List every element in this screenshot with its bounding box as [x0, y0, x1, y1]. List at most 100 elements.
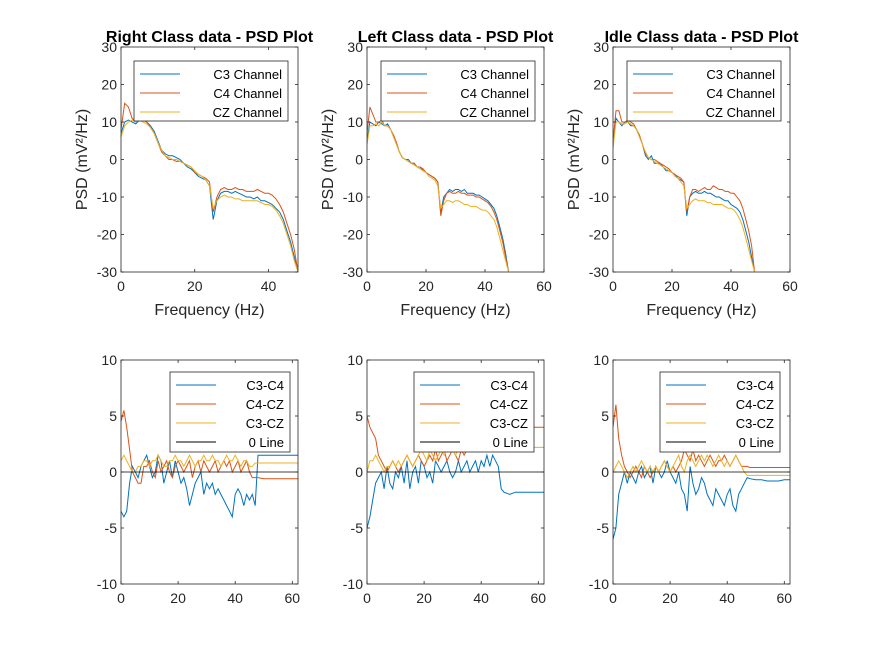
legend-entry: C4-CZ [736, 397, 774, 412]
legend-entry: 0 Line [739, 435, 774, 450]
y-tick-label: 10 [101, 352, 117, 368]
legend-entry: C3-CZ [736, 416, 774, 431]
y-tick-label: 10 [593, 352, 609, 368]
y-tick-label: 30 [593, 39, 609, 55]
series-line-3 [613, 453, 790, 479]
y-tick-label: -30 [589, 264, 609, 280]
y-tick-label: 5 [355, 408, 363, 424]
legend-entry: CZ Channel [213, 105, 282, 120]
y-tick-label: 0 [601, 464, 609, 480]
x-tick-label: 40 [227, 590, 243, 606]
legend: C3-C4 C4-CZ C3-CZ 0 Line [169, 371, 291, 453]
x-tick-label: 0 [609, 278, 617, 294]
legend-box [133, 60, 289, 122]
y-tick-label: 20 [593, 77, 609, 93]
y-tick-label: 10 [347, 114, 363, 130]
y-tick-label: 20 [101, 77, 117, 93]
y-tick-label: 10 [347, 352, 363, 368]
plot-area [613, 404, 790, 540]
x-tick-label: 20 [187, 278, 203, 294]
series-line-3 [367, 121, 510, 272]
x-axis-label: Frequency (Hz) [400, 302, 510, 319]
x-tick-label: 20 [418, 278, 434, 294]
y-tick-label: -20 [97, 227, 117, 243]
x-tick-label: 0 [363, 278, 371, 294]
legend-entry: CZ Channel [706, 105, 775, 120]
legend-entry: C3-CZ [246, 416, 284, 431]
legend-entry: C3 Channel [706, 67, 775, 82]
series-line-2 [613, 404, 790, 480]
legend: C3 Channel C4 Channel CZ Channel [380, 60, 536, 122]
y-tick-label: -30 [343, 264, 363, 280]
legend: C3 Channel C4 Channel CZ Channel [133, 60, 289, 122]
y-tick-label: 30 [101, 39, 117, 55]
y-axis-label: PSD (mV²/Hz) [74, 109, 91, 210]
legend-entry: C3 Channel [460, 67, 529, 82]
y-tick-label: 20 [347, 77, 363, 93]
plot-area [121, 102, 298, 272]
legend-entry: C4-CZ [246, 397, 284, 412]
legend: C3 Channel C4 Channel CZ Channel [626, 60, 782, 122]
y-tick-label: -10 [343, 189, 363, 205]
x-tick-label: 60 [536, 278, 552, 294]
chart-title: Right Class data - PSD Plot [106, 29, 314, 46]
y-tick-label: 0 [355, 152, 363, 168]
y-tick-label: -30 [97, 264, 117, 280]
y-tick-label: -20 [343, 227, 363, 243]
y-tick-label: -10 [97, 576, 117, 592]
y-tick-label: 0 [109, 464, 117, 480]
legend-entry: C4 Channel [460, 86, 529, 101]
x-tick-label: 60 [777, 590, 793, 606]
legend-entry: C3-C4 [736, 378, 774, 393]
series-line-3 [613, 121, 756, 272]
plot-area [613, 110, 756, 272]
x-tick-label: 20 [662, 590, 678, 606]
legend-entry: 0 Line [493, 435, 528, 450]
plot-area [367, 106, 510, 272]
series-line-1 [121, 453, 298, 519]
legend: C3-C4 C4-CZ C3-CZ 0 Line [659, 371, 781, 453]
x-tick-label: 20 [664, 278, 680, 294]
y-tick-label: -10 [589, 189, 609, 205]
chart-title: Idle Class data - PSD Plot [605, 29, 800, 46]
legend: C3-C4 C4-CZ C3-CZ 0 Line [413, 371, 535, 453]
legend-entry: CZ Channel [460, 105, 529, 120]
legend-entry: C4-CZ [490, 397, 528, 412]
legend-box [626, 60, 782, 122]
x-tick-label: 60 [531, 590, 547, 606]
series-line-2 [613, 110, 756, 272]
x-tick-label: 40 [477, 278, 493, 294]
x-tick-label: 40 [261, 278, 277, 294]
y-tick-label: -5 [105, 520, 118, 536]
x-tick-label: 40 [723, 278, 739, 294]
series-line-1 [367, 121, 510, 272]
series-line-3 [121, 119, 298, 272]
series-line-1 [613, 460, 790, 540]
series-line-1 [367, 453, 544, 529]
legend-entry: C4 Channel [706, 86, 775, 101]
x-tick-label: 0 [609, 590, 617, 606]
y-tick-label: 0 [109, 152, 117, 168]
x-tick-label: 0 [117, 590, 125, 606]
legend-entry: C4 Channel [213, 86, 282, 101]
legend-entry: C3 Channel [213, 67, 282, 82]
x-tick-label: 20 [170, 590, 186, 606]
y-tick-label: 30 [347, 39, 363, 55]
x-tick-label: 0 [117, 278, 125, 294]
y-tick-label: 0 [601, 152, 609, 168]
legend-box [380, 60, 536, 122]
x-tick-label: 0 [363, 590, 371, 606]
chart-title: Left Class data - PSD Plot [358, 29, 554, 46]
y-tick-label: -5 [597, 520, 610, 536]
x-tick-label: 40 [719, 590, 735, 606]
y-tick-label: 0 [355, 464, 363, 480]
y-tick-label: -20 [589, 227, 609, 243]
series-line-1 [613, 117, 756, 272]
y-tick-label: -10 [343, 576, 363, 592]
x-axis-label: Frequency (Hz) [154, 302, 264, 319]
